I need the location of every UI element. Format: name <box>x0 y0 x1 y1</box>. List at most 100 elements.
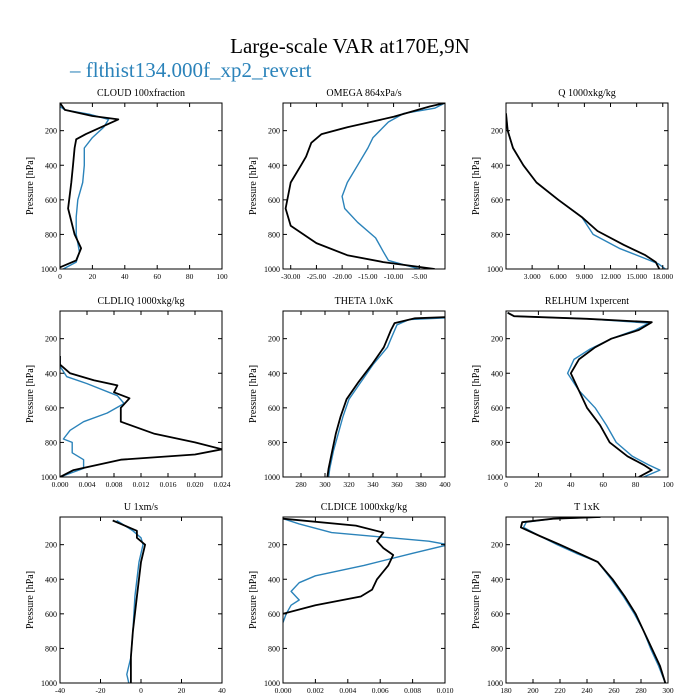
legend-dash: – <box>70 58 81 82</box>
x-tick-label: 0 <box>504 480 508 489</box>
x-tick-label: 380 <box>415 480 427 489</box>
plot-frame <box>505 516 669 684</box>
x-tick-label: 20 <box>89 272 97 281</box>
x-tick-label: -15.00 <box>358 272 378 281</box>
x-tick-label: 0.010 <box>437 686 454 695</box>
x-tick-label: 15.000 <box>626 272 647 281</box>
x-tick-label: 0.020 <box>187 480 204 489</box>
x-tick-label: 0 <box>58 272 62 281</box>
x-tick-label: 0.008 <box>404 686 421 695</box>
x-tick-label: 240 <box>581 686 593 695</box>
x-tick-label: 200 <box>527 686 539 695</box>
x-tick-label: 0.000 <box>52 480 69 489</box>
x-tick-label: 40 <box>567 480 575 489</box>
x-tick-label: 12.000 <box>600 272 621 281</box>
x-tick-label: 0.016 <box>160 480 177 489</box>
legend: – flthist134.000f_xp2_revert <box>70 58 311 82</box>
y-tick-label: 600 <box>268 610 280 619</box>
x-tick-label: 40 <box>218 686 226 695</box>
series-line <box>116 519 144 683</box>
x-tick-label: 320 <box>343 480 355 489</box>
plot-frame <box>282 310 446 478</box>
panel-4: THETA 1.0xK Pressure [hPa] 200 400 600 800 100… <box>248 296 451 489</box>
plot-frame <box>59 102 223 270</box>
series-line <box>520 517 667 683</box>
panel-title: U 1xm/s <box>124 502 158 513</box>
x-tick-label: -20 <box>96 686 106 695</box>
legend-label: flthist134.000f_xp2_revert <box>85 58 312 82</box>
y-tick-label: 600 <box>45 404 57 413</box>
y-tick-label: 400 <box>45 369 57 378</box>
y-tick-label: 200 <box>268 335 280 344</box>
x-tick-label: 80 <box>186 272 194 281</box>
series-line <box>283 518 445 623</box>
y-tick-label: 200 <box>268 127 280 136</box>
y-tick-label: 400 <box>268 369 280 378</box>
y-tick-label: 600 <box>268 196 280 205</box>
y-tick-label: 1000 <box>487 679 503 688</box>
x-tick-label: 280 <box>635 686 647 695</box>
x-tick-label: 18.000 <box>652 272 673 281</box>
y-tick-label: 400 <box>491 575 503 584</box>
y-axis-label: Pressure [hPa] <box>25 365 36 423</box>
y-tick-label: 800 <box>45 230 57 239</box>
x-tick-label: 20 <box>535 480 543 489</box>
y-tick-label: 1000 <box>487 265 503 274</box>
x-tick-label: 400 <box>439 480 451 489</box>
x-tick-label: 180 <box>500 686 512 695</box>
x-tick-label: -30.00 <box>281 272 301 281</box>
y-axis-label: Pressure [hPa] <box>25 157 36 215</box>
series-line <box>522 517 666 683</box>
x-tick-label: 0.000 <box>275 686 292 695</box>
y-tick-label: 600 <box>268 404 280 413</box>
y-tick-label: 400 <box>45 161 57 170</box>
plot-frame <box>505 310 669 478</box>
y-axis-label: Pressure [hPa] <box>25 571 36 629</box>
y-tick-label: 800 <box>491 230 503 239</box>
plot-frame <box>282 516 446 684</box>
series-line <box>60 356 222 477</box>
y-tick-label: 400 <box>45 575 57 584</box>
plot-frame <box>505 102 669 270</box>
panel-title: RELHUM 1xpercent <box>545 296 629 307</box>
y-tick-label: 1000 <box>41 473 57 482</box>
x-tick-label: 9.000 <box>576 272 593 281</box>
y-tick-label: 200 <box>491 127 503 136</box>
y-axis-label: Pressure [hPa] <box>471 157 482 215</box>
y-tick-label: 1000 <box>41 265 57 274</box>
y-tick-label: 200 <box>491 335 503 344</box>
y-tick-label: 1000 <box>487 473 503 482</box>
y-tick-label: 600 <box>45 196 57 205</box>
x-tick-label: 280 <box>295 480 307 489</box>
x-tick-label: 0.008 <box>106 480 123 489</box>
x-tick-label: 100 <box>216 272 228 281</box>
y-tick-label: 800 <box>45 644 57 653</box>
page-title: Large-scale VAR at170E,9N <box>230 34 470 58</box>
x-tick-label: 0.024 <box>214 480 231 489</box>
y-tick-label: 800 <box>491 438 503 447</box>
x-tick-label: 0.002 <box>307 686 324 695</box>
y-tick-label: 1000 <box>264 265 280 274</box>
series-line <box>506 113 666 269</box>
series-line <box>60 103 120 269</box>
series-line <box>284 103 445 269</box>
x-tick-label: 0.012 <box>133 480 150 489</box>
y-tick-label: 400 <box>268 575 280 584</box>
x-tick-label: 80 <box>632 480 640 489</box>
x-tick-label: 0.006 <box>372 686 389 695</box>
plot-frame <box>282 102 446 270</box>
panel-title: CLDLIQ 1000xkg/kg <box>98 296 185 307</box>
series-line <box>507 312 661 477</box>
panel-title: T 1xK <box>574 502 600 513</box>
x-tick-label: 360 <box>391 480 403 489</box>
y-tick-label: 600 <box>491 404 503 413</box>
series-line <box>60 356 125 477</box>
x-tick-label: 3.000 <box>524 272 541 281</box>
x-tick-label: 260 <box>608 686 620 695</box>
x-tick-label: 40 <box>121 272 129 281</box>
y-tick-label: 600 <box>491 196 503 205</box>
y-tick-label: 200 <box>45 335 57 344</box>
panel-title: CLOUD 100xfraction <box>97 88 185 99</box>
